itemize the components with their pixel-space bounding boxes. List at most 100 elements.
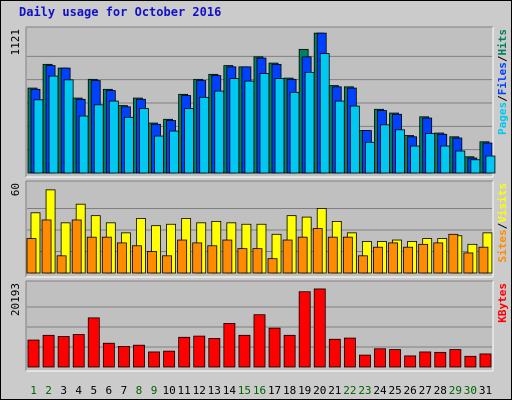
bar-sites-day-15 — [237, 248, 248, 274]
bar-sites-day-8 — [132, 245, 142, 274]
bar-sites-day-2 — [41, 219, 52, 274]
x-tick-label-18: 18 — [283, 384, 296, 397]
bar-pages-day-27 — [425, 133, 436, 174]
x-tick-label-5: 5 — [90, 384, 97, 397]
bar-kbytes-day-14 — [223, 323, 236, 368]
bar-kbytes-day-8 — [133, 344, 145, 368]
bar-kbytes-day-20 — [313, 288, 326, 368]
x-tick-label-9: 9 — [151, 384, 158, 397]
bar-kbytes-day-21 — [328, 338, 341, 368]
bar-sites-day-28 — [433, 242, 444, 274]
bar-pages-day-6 — [108, 100, 119, 174]
x-tick-label-28: 28 — [434, 384, 447, 397]
bar-kbytes-day-9 — [148, 351, 160, 368]
x-tick-label-12: 12 — [193, 384, 206, 397]
x-tick-label-10: 10 — [162, 384, 175, 397]
bar-sites-day-19 — [297, 236, 308, 274]
bar-sites-day-10 — [162, 255, 172, 274]
bar-pages-day-8 — [139, 108, 149, 174]
x-tick-label-3: 3 — [60, 384, 67, 397]
legend-entry: KBytes — [496, 283, 509, 323]
bar-sites-day-4 — [71, 219, 82, 274]
legend-hits-panel: Pages/Files/Hits — [496, 29, 509, 135]
bar-sites-day-9 — [147, 251, 157, 274]
y-max-label: 60 — [9, 183, 22, 196]
legend-entry: Pages — [496, 102, 509, 135]
bar-sites-day-31 — [478, 246, 489, 274]
x-tick-label-14: 14 — [223, 384, 237, 397]
x-tick-label-30: 30 — [464, 384, 477, 397]
bar-kbytes-day-3 — [57, 336, 70, 368]
bar-pages-day-14 — [229, 78, 240, 174]
bar-pages-day-30 — [470, 159, 481, 174]
bar-pages-day-16 — [259, 73, 270, 174]
bar-sites-day-25 — [388, 242, 398, 274]
x-tick-label-23: 23 — [358, 384, 371, 397]
x-tick-label-16: 16 — [253, 384, 266, 397]
bar-kbytes-day-1 — [27, 339, 40, 368]
x-tick-label-24: 24 — [373, 384, 387, 397]
bar-kbytes-day-16 — [253, 314, 266, 368]
bar-pages-day-9 — [154, 135, 164, 174]
bar-sites-day-23 — [358, 255, 368, 274]
bar-pages-day-13 — [214, 90, 225, 174]
bar-kbytes-day-13 — [208, 338, 221, 368]
x-tick-label-29: 29 — [449, 384, 462, 397]
x-tick-label-1: 1 — [30, 384, 37, 397]
bar-sites-day-3 — [56, 255, 67, 274]
x-tick-label-25: 25 — [388, 384, 401, 397]
x-tick-label-20: 20 — [313, 384, 326, 397]
bar-sites-day-30 — [463, 252, 474, 274]
bar-pages-day-3 — [63, 79, 74, 174]
bar-kbytes-day-2 — [42, 334, 55, 368]
bar-kbytes-day-19 — [298, 291, 311, 368]
bar-kbytes-day-4 — [72, 334, 85, 368]
bar-kbytes-day-29 — [449, 349, 462, 368]
legend-entry: Visits — [496, 183, 509, 223]
legend-entry: Sites — [496, 229, 509, 262]
bar-pages-day-20 — [319, 53, 330, 174]
bar-sites-day-22 — [342, 236, 353, 274]
x-tick-label-4: 4 — [75, 384, 82, 397]
bar-kbytes-day-17 — [268, 327, 281, 368]
bar-sites-day-16 — [252, 248, 263, 274]
legend-visits-panel: Sites/Visits — [496, 183, 509, 263]
bar-pages-day-2 — [48, 75, 59, 174]
bar-pages-day-7 — [123, 116, 134, 174]
bar-pages-day-25 — [395, 129, 405, 174]
bar-sites-day-26 — [403, 246, 414, 274]
bar-kbytes-day-26 — [404, 355, 417, 368]
legend-entry: Hits — [496, 29, 509, 56]
bar-pages-day-11 — [184, 108, 195, 174]
x-tick-label-2: 2 — [45, 384, 52, 397]
bar-sites-day-21 — [327, 236, 338, 274]
x-tick-label-27: 27 — [419, 384, 432, 397]
bar-pages-day-1 — [33, 99, 44, 174]
legend-kbytes-panel: KBytes — [496, 283, 509, 323]
bar-pages-day-17 — [274, 78, 285, 174]
bar-pages-day-21 — [334, 100, 345, 174]
bar-pages-day-22 — [349, 105, 360, 174]
bar-kbytes-day-23 — [359, 354, 371, 368]
legend-entry: / — [496, 95, 509, 102]
x-tick-label-11: 11 — [178, 384, 191, 397]
bar-kbytes-day-27 — [419, 351, 432, 368]
bar-sites-day-20 — [312, 228, 323, 274]
bar-kbytes-day-10 — [163, 350, 176, 368]
bar-kbytes-day-25 — [389, 349, 402, 368]
bar-pages-day-4 — [78, 115, 89, 174]
bar-sites-day-29 — [448, 233, 459, 274]
bar-kbytes-day-28 — [434, 351, 447, 368]
y-max-label: 1121 — [9, 29, 22, 56]
x-tick-label-26: 26 — [404, 384, 417, 397]
bar-pages-day-23 — [365, 141, 375, 174]
bar-sites-day-17 — [267, 258, 278, 274]
x-tick-label-8: 8 — [136, 384, 143, 397]
bar-kbytes-day-24 — [374, 348, 386, 368]
y-max-label: 20193 — [9, 283, 22, 316]
bar-pages-day-15 — [244, 80, 255, 174]
bar-pages-day-24 — [380, 124, 390, 174]
bar-pages-day-31 — [485, 155, 496, 174]
